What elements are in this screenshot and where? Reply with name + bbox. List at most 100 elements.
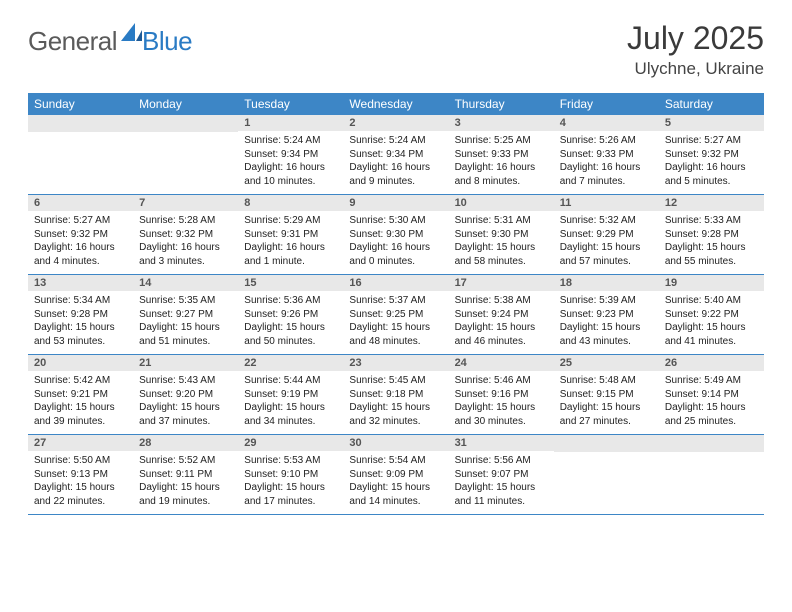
day-content: Sunrise: 5:49 AMSunset: 9:14 PMDaylight:… xyxy=(659,371,764,434)
daylight-text: Daylight: 15 hours xyxy=(244,481,337,495)
day-cell: 10Sunrise: 5:31 AMSunset: 9:30 PMDayligh… xyxy=(449,195,554,274)
day-content: Sunrise: 5:29 AMSunset: 9:31 PMDaylight:… xyxy=(238,211,343,274)
day-number: 30 xyxy=(343,435,448,451)
day-cell: 13Sunrise: 5:34 AMSunset: 9:28 PMDayligh… xyxy=(28,275,133,354)
day-content: Sunrise: 5:48 AMSunset: 9:15 PMDaylight:… xyxy=(554,371,659,434)
sunset-text: Sunset: 9:30 PM xyxy=(349,228,442,242)
day-cell: 20Sunrise: 5:42 AMSunset: 9:21 PMDayligh… xyxy=(28,355,133,434)
daylight-text: and 27 minutes. xyxy=(560,415,653,429)
daylight-text: Daylight: 15 hours xyxy=(665,241,758,255)
day-header-cell: Monday xyxy=(133,93,238,115)
day-cell: 3Sunrise: 5:25 AMSunset: 9:33 PMDaylight… xyxy=(449,115,554,194)
daylight-text: and 3 minutes. xyxy=(139,255,232,269)
sunrise-text: Sunrise: 5:40 AM xyxy=(665,294,758,308)
day-content: Sunrise: 5:36 AMSunset: 9:26 PMDaylight:… xyxy=(238,291,343,354)
day-content: Sunrise: 5:32 AMSunset: 9:29 PMDaylight:… xyxy=(554,211,659,274)
daylight-text: Daylight: 15 hours xyxy=(455,321,548,335)
daylight-text: and 0 minutes. xyxy=(349,255,442,269)
day-header-cell: Friday xyxy=(554,93,659,115)
day-content: Sunrise: 5:26 AMSunset: 9:33 PMDaylight:… xyxy=(554,131,659,194)
day-cell: 27Sunrise: 5:50 AMSunset: 9:13 PMDayligh… xyxy=(28,435,133,514)
day-cell: 4Sunrise: 5:26 AMSunset: 9:33 PMDaylight… xyxy=(554,115,659,194)
sunrise-text: Sunrise: 5:50 AM xyxy=(34,454,127,468)
day-content: Sunrise: 5:24 AMSunset: 9:34 PMDaylight:… xyxy=(343,131,448,194)
daylight-text: Daylight: 15 hours xyxy=(139,481,232,495)
daylight-text: Daylight: 16 hours xyxy=(665,161,758,175)
daylight-text: Daylight: 15 hours xyxy=(34,321,127,335)
day-content: Sunrise: 5:28 AMSunset: 9:32 PMDaylight:… xyxy=(133,211,238,274)
day-content: Sunrise: 5:37 AMSunset: 9:25 PMDaylight:… xyxy=(343,291,448,354)
daylight-text: Daylight: 15 hours xyxy=(455,481,548,495)
sunset-text: Sunset: 9:23 PM xyxy=(560,308,653,322)
sunset-text: Sunset: 9:15 PM xyxy=(560,388,653,402)
sunset-text: Sunset: 9:28 PM xyxy=(34,308,127,322)
daylight-text: Daylight: 16 hours xyxy=(139,241,232,255)
sunset-text: Sunset: 9:11 PM xyxy=(139,468,232,482)
calendar-grid: SundayMondayTuesdayWednesdayThursdayFrid… xyxy=(28,93,764,515)
empty-day xyxy=(659,435,764,452)
day-content: Sunrise: 5:46 AMSunset: 9:16 PMDaylight:… xyxy=(449,371,554,434)
title-block: July 2025 Ulychne, Ukraine xyxy=(627,20,764,79)
daylight-text: and 39 minutes. xyxy=(34,415,127,429)
day-content: Sunrise: 5:35 AMSunset: 9:27 PMDaylight:… xyxy=(133,291,238,354)
sunrise-text: Sunrise: 5:25 AM xyxy=(455,134,548,148)
sunrise-text: Sunrise: 5:42 AM xyxy=(34,374,127,388)
sunrise-text: Sunrise: 5:26 AM xyxy=(560,134,653,148)
daylight-text: Daylight: 15 hours xyxy=(349,321,442,335)
day-number: 7 xyxy=(133,195,238,211)
daylight-text: Daylight: 15 hours xyxy=(455,241,548,255)
daylight-text: Daylight: 16 hours xyxy=(349,241,442,255)
day-number: 20 xyxy=(28,355,133,371)
logo-sail-icon xyxy=(121,23,143,48)
day-content: Sunrise: 5:33 AMSunset: 9:28 PMDaylight:… xyxy=(659,211,764,274)
day-cell: 21Sunrise: 5:43 AMSunset: 9:20 PMDayligh… xyxy=(133,355,238,434)
daylight-text: and 43 minutes. xyxy=(560,335,653,349)
day-number: 11 xyxy=(554,195,659,211)
day-number: 14 xyxy=(133,275,238,291)
sunset-text: Sunset: 9:24 PM xyxy=(455,308,548,322)
day-cell: 8Sunrise: 5:29 AMSunset: 9:31 PMDaylight… xyxy=(238,195,343,274)
sunset-text: Sunset: 9:34 PM xyxy=(349,148,442,162)
day-content: Sunrise: 5:40 AMSunset: 9:22 PMDaylight:… xyxy=(659,291,764,354)
sunrise-text: Sunrise: 5:53 AM xyxy=(244,454,337,468)
day-cell: 26Sunrise: 5:49 AMSunset: 9:14 PMDayligh… xyxy=(659,355,764,434)
sunset-text: Sunset: 9:19 PM xyxy=(244,388,337,402)
sunrise-text: Sunrise: 5:36 AM xyxy=(244,294,337,308)
day-number: 5 xyxy=(659,115,764,131)
day-number: 3 xyxy=(449,115,554,131)
day-cell: 28Sunrise: 5:52 AMSunset: 9:11 PMDayligh… xyxy=(133,435,238,514)
daylight-text: Daylight: 15 hours xyxy=(349,401,442,415)
sunrise-text: Sunrise: 5:48 AM xyxy=(560,374,653,388)
day-number: 6 xyxy=(28,195,133,211)
daylight-text: and 37 minutes. xyxy=(139,415,232,429)
sunset-text: Sunset: 9:34 PM xyxy=(244,148,337,162)
daylight-text: and 51 minutes. xyxy=(139,335,232,349)
daylight-text: Daylight: 16 hours xyxy=(244,161,337,175)
daylight-text: Daylight: 15 hours xyxy=(560,401,653,415)
day-content: Sunrise: 5:54 AMSunset: 9:09 PMDaylight:… xyxy=(343,451,448,514)
daylight-text: and 14 minutes. xyxy=(349,495,442,509)
day-cell: 6Sunrise: 5:27 AMSunset: 9:32 PMDaylight… xyxy=(28,195,133,274)
daylight-text: and 34 minutes. xyxy=(244,415,337,429)
sunset-text: Sunset: 9:07 PM xyxy=(455,468,548,482)
sunrise-text: Sunrise: 5:43 AM xyxy=(139,374,232,388)
day-cell: 7Sunrise: 5:28 AMSunset: 9:32 PMDaylight… xyxy=(133,195,238,274)
day-cell: 15Sunrise: 5:36 AMSunset: 9:26 PMDayligh… xyxy=(238,275,343,354)
daylight-text: and 32 minutes. xyxy=(349,415,442,429)
location-label: Ulychne, Ukraine xyxy=(627,59,764,79)
sunrise-text: Sunrise: 5:27 AM xyxy=(665,134,758,148)
daylight-text: Daylight: 15 hours xyxy=(455,401,548,415)
daylight-text: Daylight: 15 hours xyxy=(349,481,442,495)
sunrise-text: Sunrise: 5:49 AM xyxy=(665,374,758,388)
empty-day xyxy=(554,435,659,452)
day-cell: 12Sunrise: 5:33 AMSunset: 9:28 PMDayligh… xyxy=(659,195,764,274)
sunset-text: Sunset: 9:33 PM xyxy=(455,148,548,162)
day-content: Sunrise: 5:43 AMSunset: 9:20 PMDaylight:… xyxy=(133,371,238,434)
daylight-text: and 41 minutes. xyxy=(665,335,758,349)
day-number: 9 xyxy=(343,195,448,211)
daylight-text: and 55 minutes. xyxy=(665,255,758,269)
week-row: 20Sunrise: 5:42 AMSunset: 9:21 PMDayligh… xyxy=(28,355,764,435)
daylight-text: and 7 minutes. xyxy=(560,175,653,189)
daylight-text: Daylight: 15 hours xyxy=(34,401,127,415)
day-header-cell: Thursday xyxy=(449,93,554,115)
